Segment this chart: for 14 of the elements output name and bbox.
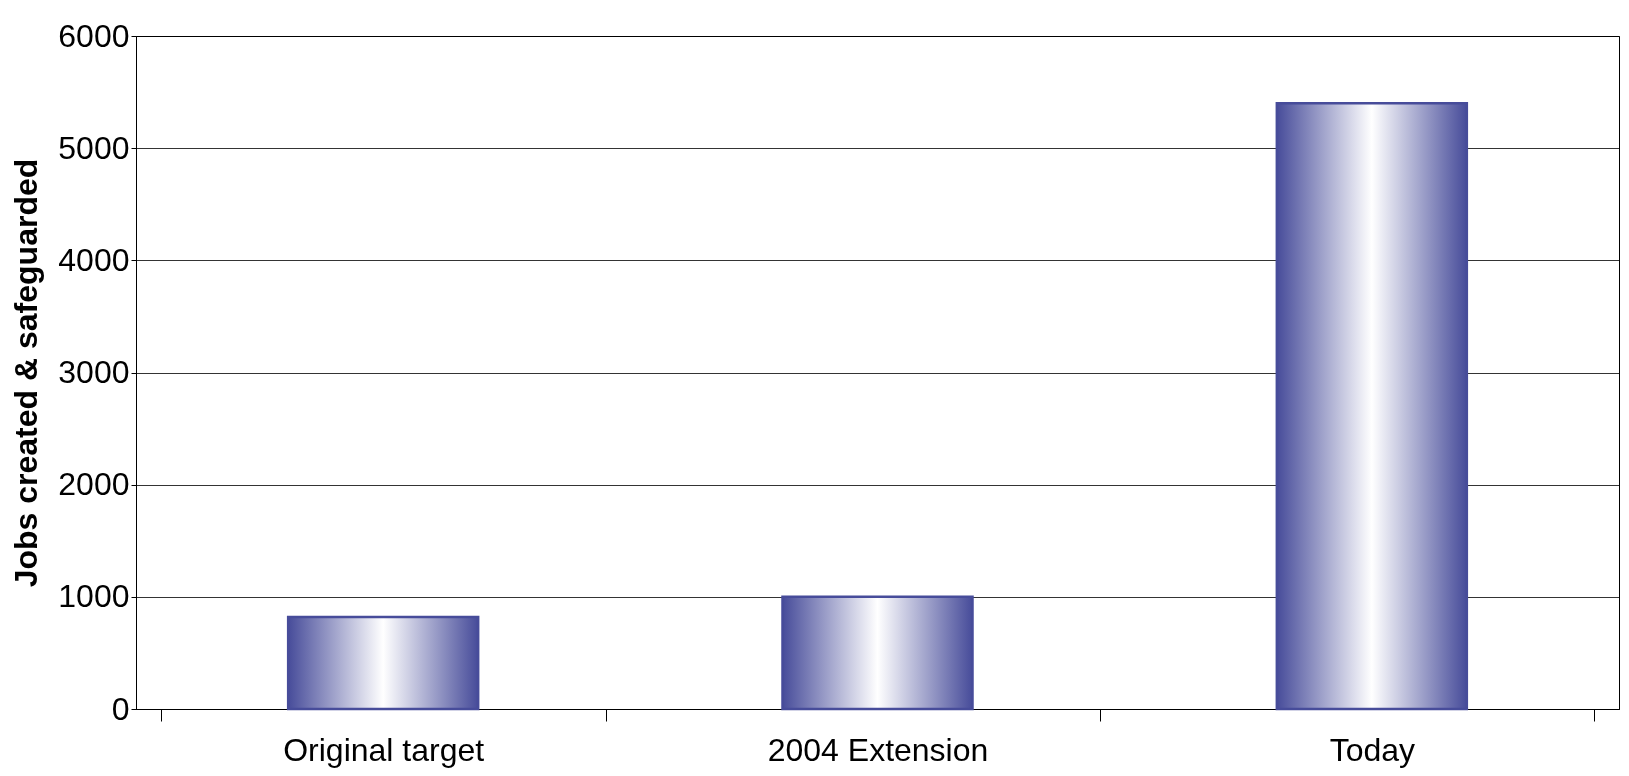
- y-tick-label: 1000: [58, 578, 130, 615]
- y-tick-label: 0: [111, 690, 130, 727]
- bar: [1275, 102, 1469, 711]
- x-tick-label: Original target: [283, 731, 485, 768]
- y-tick-label: 4000: [58, 241, 130, 278]
- x-tick-label: 2004 Extension: [767, 731, 989, 768]
- y-tick-label: 3000: [58, 354, 130, 390]
- x-tick-label: Today: [1329, 731, 1416, 768]
- bar: [286, 615, 480, 711]
- y-axis-title: Jobs created & safeguarded: [8, 158, 45, 588]
- y-tick-label: 6000: [58, 17, 130, 54]
- y-tick-label: 2000: [58, 466, 130, 503]
- y-tick-label: 5000: [58, 129, 130, 166]
- bar: [781, 595, 974, 711]
